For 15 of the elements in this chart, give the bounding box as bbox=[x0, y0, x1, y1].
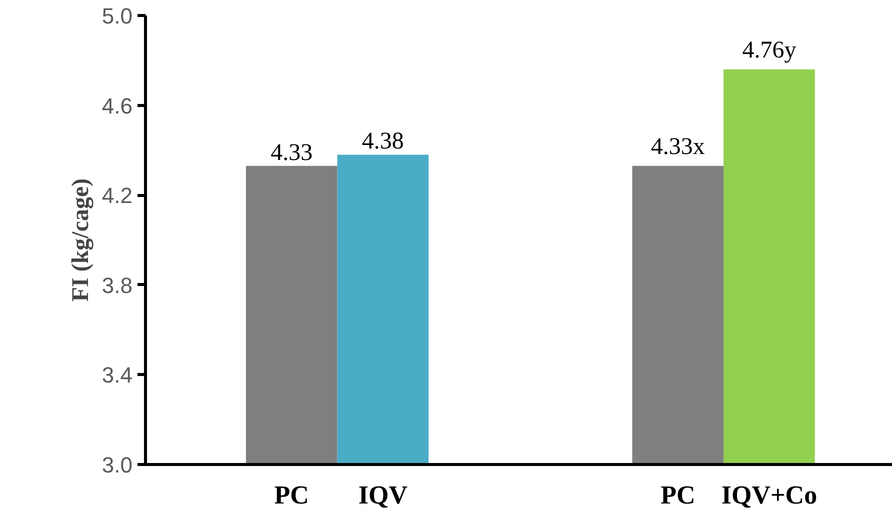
y-tick-label: 4.6 bbox=[102, 93, 133, 118]
y-tick-label: 5.0 bbox=[102, 4, 133, 28]
data-label: 4.33 bbox=[270, 140, 313, 166]
x-tick-label: PC bbox=[274, 480, 309, 510]
data-label: 4.33x bbox=[650, 134, 705, 160]
y-tick-label: 4.2 bbox=[102, 183, 133, 208]
y-axis-title: FI (kg/cage) bbox=[68, 178, 94, 302]
y-tick-label: 3.4 bbox=[102, 362, 133, 388]
y-tick-label: 3.0 bbox=[102, 452, 133, 478]
data-label: 4.38 bbox=[362, 128, 404, 155]
x-tick-label: IQV+Co bbox=[721, 480, 818, 510]
data-label: 4.76y bbox=[742, 37, 796, 64]
y-tick-label: 3.8 bbox=[102, 272, 133, 298]
x-tick-label: PC bbox=[660, 480, 696, 510]
x-tick-label: IQV bbox=[358, 480, 408, 510]
